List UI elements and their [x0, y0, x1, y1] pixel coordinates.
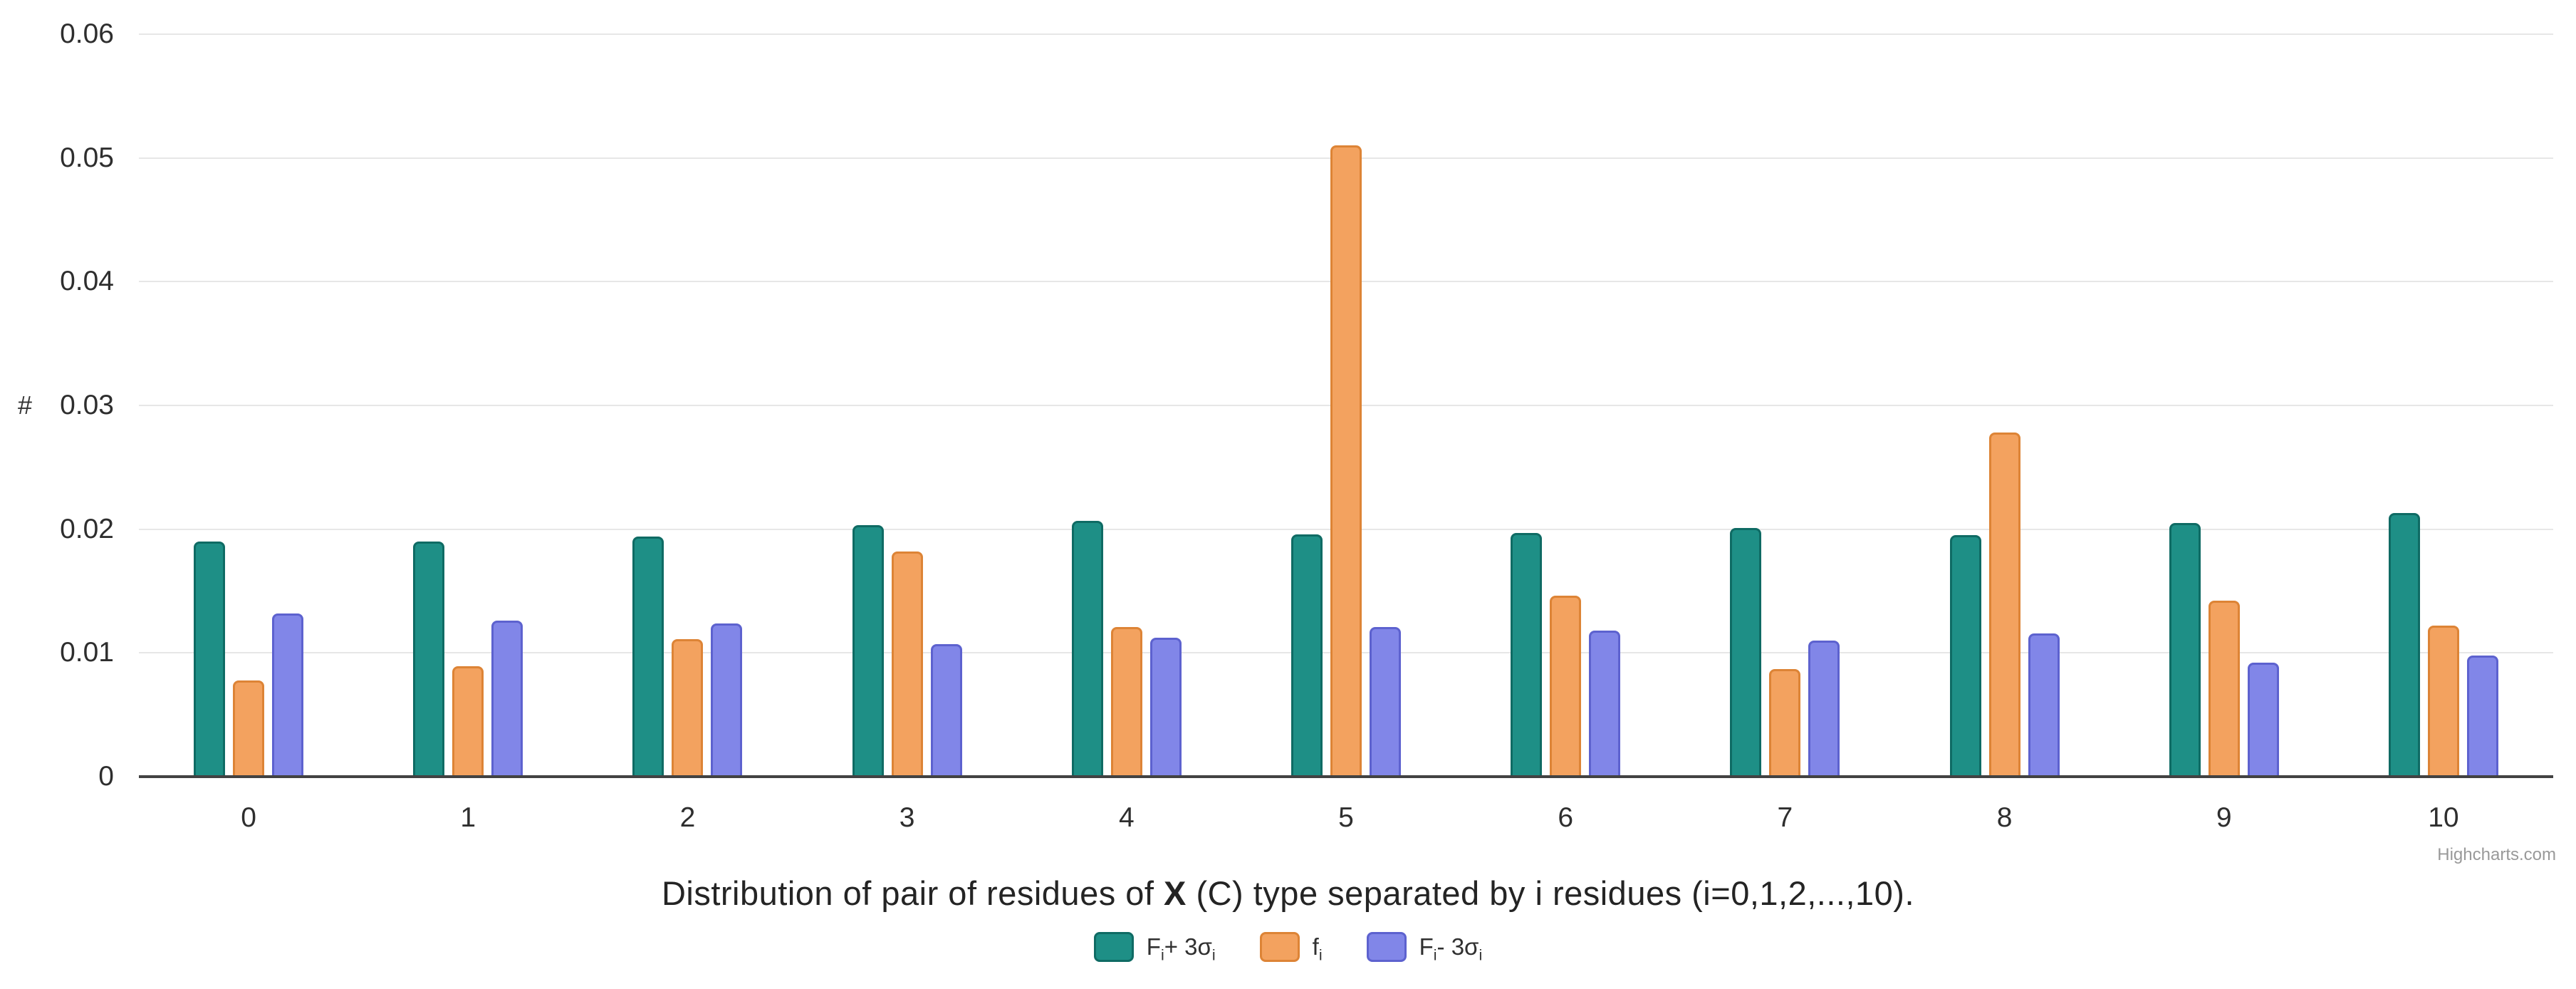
legend-label: Fi+ 3σi — [1146, 933, 1216, 964]
bar-Fi+3σi-cat-3[interactable] — [852, 525, 884, 777]
bar-fi-cat-0[interactable] — [233, 680, 264, 777]
x-axis-tick-label: 2 — [679, 802, 696, 833]
bar-fi-cat-4[interactable] — [1111, 627, 1142, 777]
bar-Fi-3σi-cat-6[interactable] — [1589, 631, 1620, 777]
gridline — [139, 33, 2553, 35]
bar-Fi-3σi-cat-0[interactable] — [272, 613, 303, 777]
y-axis-labels: 0 0.01 0.02 0.03 0.04 0.05 0.06 — [0, 19, 114, 792]
bar-Fi+3σi-cat-4[interactable] — [1072, 521, 1103, 777]
bar-Fi-3σi-cat-8[interactable] — [2028, 633, 2060, 777]
legend-item-Fi+3σi[interactable]: Fi+ 3σi — [1093, 932, 1216, 964]
bar-Fi+3σi-cat-10[interactable] — [2389, 513, 2420, 777]
y-axis-tick-label: 0.06 — [60, 19, 114, 49]
bar-Fi+3σi-cat-5[interactable] — [1291, 534, 1323, 777]
chart-title: Distribution of pair of residues of X (C… — [661, 874, 1915, 912]
bar-Fi+3σi-cat-8[interactable] — [1950, 535, 1981, 777]
bar-fi-cat-10[interactable] — [2428, 626, 2459, 777]
bar-fi-cat-3[interactable] — [892, 552, 923, 777]
bar-fi-cat-6[interactable] — [1550, 596, 1581, 777]
bar-fi-cat-7[interactable] — [1769, 669, 1800, 777]
x-axis-tick-label: 9 — [2216, 802, 2232, 833]
x-axis-tick-label: 10 — [2428, 802, 2459, 833]
x-axis-tick-label: 0 — [241, 802, 256, 833]
bar-Fi+3σi-cat-7[interactable] — [1730, 528, 1761, 777]
legend-swatch — [1366, 932, 1407, 962]
legend-label: Fi- 3σi — [1419, 933, 1483, 964]
y-axis-tick-label: 0.04 — [60, 266, 114, 297]
bar-fi-cat-2[interactable] — [672, 639, 703, 777]
x-axis-labels: 0 1 2 3 4 5 6 7 8 9 10 — [139, 802, 2553, 838]
y-axis-tick-label: 0.05 — [60, 142, 114, 173]
bar-Fi+3σi-cat-1[interactable] — [413, 542, 444, 777]
bar-fi-cat-5[interactable] — [1330, 145, 1362, 777]
legend-swatch — [1259, 932, 1300, 962]
y-axis-tick-label: 0.01 — [60, 637, 114, 668]
x-axis-tick-label: 8 — [1996, 802, 2013, 833]
bar-Fi-3σi-cat-7[interactable] — [1808, 641, 1840, 777]
legend-swatch — [1093, 932, 1134, 962]
x-axis-tick-label: 1 — [460, 802, 476, 833]
x-axis-tick-label: 6 — [1558, 802, 1574, 833]
bar-Fi-3σi-cat-2[interactable] — [711, 623, 742, 777]
bar-Fi-3σi-cat-3[interactable] — [931, 644, 962, 777]
x-axis-tick-label: 4 — [1118, 802, 1135, 833]
bar-Fi-3σi-cat-9[interactable] — [2248, 663, 2279, 777]
plot-area — [139, 33, 2553, 777]
y-axis-tick-label: 0.03 — [60, 390, 114, 420]
bar-fi-cat-1[interactable] — [452, 666, 484, 777]
bar-Fi-3σi-cat-5[interactable] — [1370, 627, 1401, 777]
bar-Fi+3σi-cat-6[interactable] — [1511, 533, 1542, 777]
legend: Fi+ 3σi fi Fi- 3σi — [0, 932, 2576, 964]
bar-Fi+3σi-cat-0[interactable] — [194, 542, 225, 777]
x-axis-tick-label: 3 — [899, 802, 915, 833]
highcharts-credit[interactable]: Highcharts.com — [2437, 845, 2556, 864]
bar-Fi+3σi-cat-9[interactable] — [2169, 523, 2201, 777]
x-axis-tick-label: 5 — [1338, 802, 1354, 833]
x-axis-line — [139, 775, 2553, 778]
legend-item-fi[interactable]: fi — [1259, 932, 1323, 964]
y-axis-title: # — [17, 390, 33, 420]
x-axis-tick-label: 7 — [1777, 802, 1793, 833]
bar-Fi-3σi-cat-1[interactable] — [491, 621, 523, 777]
y-axis-tick-label: 0 — [98, 761, 114, 792]
y-axis-tick-label: 0.02 — [60, 513, 114, 544]
bar-fi-cat-8[interactable] — [1989, 433, 2020, 777]
bar-Fi-3σi-cat-10[interactable] — [2467, 656, 2498, 777]
legend-label: fi — [1312, 933, 1323, 964]
bar-Fi+3σi-cat-2[interactable] — [632, 537, 664, 777]
legend-item-Fi-3σi[interactable]: Fi- 3σi — [1366, 932, 1483, 964]
bar-Fi-3σi-cat-4[interactable] — [1150, 638, 1182, 777]
bar-fi-cat-9[interactable] — [2209, 601, 2240, 777]
